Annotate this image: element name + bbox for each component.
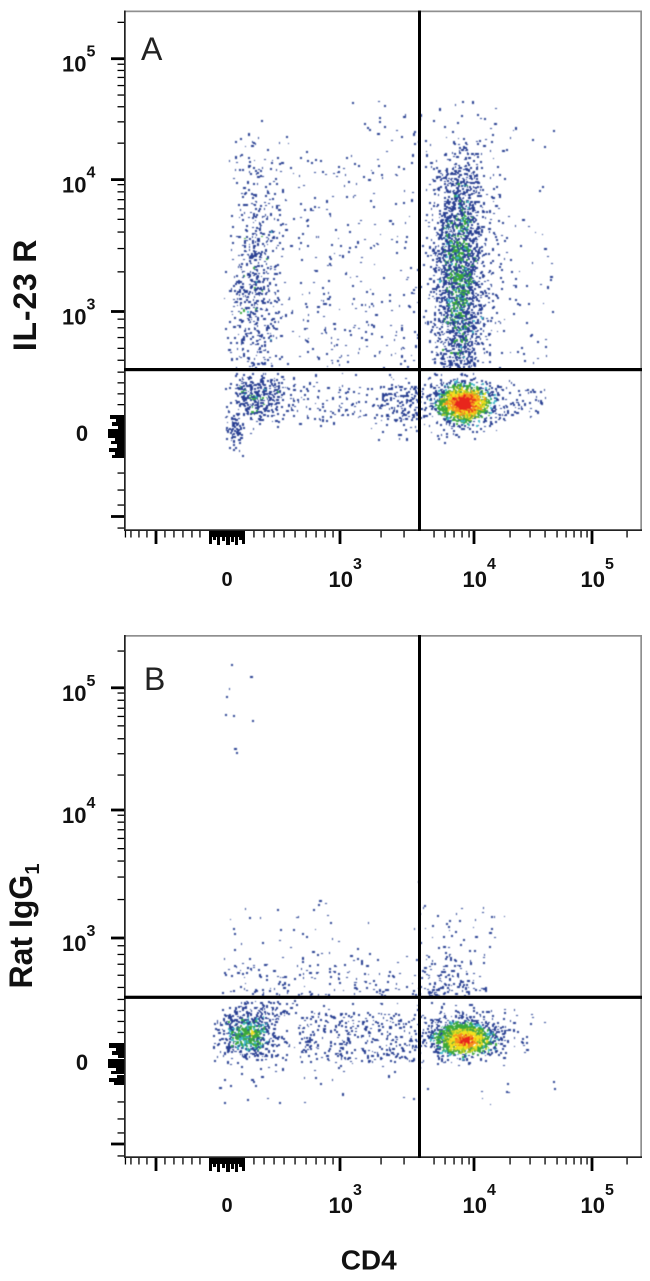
svg-text:CD4: CD4 <box>341 1245 397 1276</box>
svg-text:IL-23 R: IL-23 R <box>7 239 43 351</box>
svg-text:B: B <box>144 661 165 697</box>
svg-text:0: 0 <box>221 1195 232 1217</box>
svg-text:0: 0 <box>76 421 88 446</box>
svg-text:0: 0 <box>221 569 232 591</box>
svg-text:A: A <box>141 31 163 67</box>
svg-text:Rat IgG1: Rat IgG1 <box>3 864 44 989</box>
svg-text:0: 0 <box>76 1050 88 1075</box>
